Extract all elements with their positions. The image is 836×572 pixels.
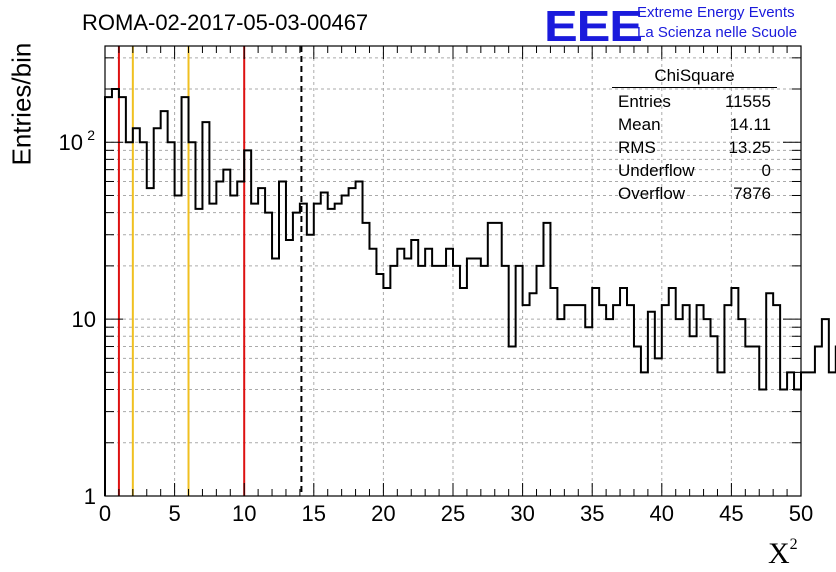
- eee-logo: EEE: [544, 2, 643, 51]
- stats-row: Overflow 7876: [612, 182, 777, 205]
- x-tick-label: 45: [719, 501, 743, 526]
- stats-label: Underflow: [618, 161, 695, 180]
- stats-title: ChiSquare: [612, 66, 777, 88]
- chart-title: ROMA-02-2017-05-03-00467: [82, 10, 369, 35]
- x-axis-label: X2: [768, 536, 798, 571]
- stats-row: RMS 13.25: [612, 136, 777, 159]
- x-tick-label: 20: [371, 501, 395, 526]
- stats-value: 0: [761, 161, 771, 180]
- stats-value: 7876: [733, 184, 771, 203]
- stats-value: 14.11: [729, 115, 771, 134]
- stats-value: 13.25: [728, 138, 771, 157]
- y-tick-label: 10: [59, 130, 83, 155]
- stats-label: Mean: [618, 115, 661, 134]
- y-tick-label: 10: [72, 307, 96, 332]
- stats-label: Entries: [618, 92, 671, 111]
- y-axis-label: Entries/bin: [6, 42, 37, 166]
- stats-row: Entries 11555: [612, 90, 777, 113]
- x-tick-label: 30: [510, 501, 534, 526]
- x-tick-label: 35: [580, 501, 604, 526]
- y-tick-label-sup: 2: [87, 127, 95, 143]
- stats-label: Overflow: [618, 184, 686, 203]
- stats-label: RMS: [618, 138, 656, 157]
- stats-row: Underflow 0: [612, 159, 777, 182]
- x-tick-label: 0: [99, 501, 111, 526]
- stats-box: ChiSquare Entries 11555 Mean 14.11 RMS 13.2…: [612, 66, 777, 205]
- x-tick-label: 50: [789, 501, 813, 526]
- logo-line-1: Extreme Energy Events: [637, 4, 795, 21]
- x-tick-label: 40: [650, 501, 674, 526]
- x-tick-label: 10: [232, 501, 256, 526]
- x-axis-label-main: X: [768, 537, 790, 570]
- stats-row: Mean 14.11: [612, 113, 777, 136]
- x-tick-label: 25: [441, 501, 465, 526]
- x-tick-label: 15: [302, 501, 326, 526]
- x-axis-label-sup: 2: [789, 536, 798, 553]
- stats-value: 11555: [724, 92, 771, 111]
- histogram-series: [104, 87, 836, 496]
- y-tick-label: 1: [84, 484, 96, 509]
- x-tick-label: 5: [168, 501, 180, 526]
- logo-line-2: La Scienza nelle Scuole: [637, 24, 798, 41]
